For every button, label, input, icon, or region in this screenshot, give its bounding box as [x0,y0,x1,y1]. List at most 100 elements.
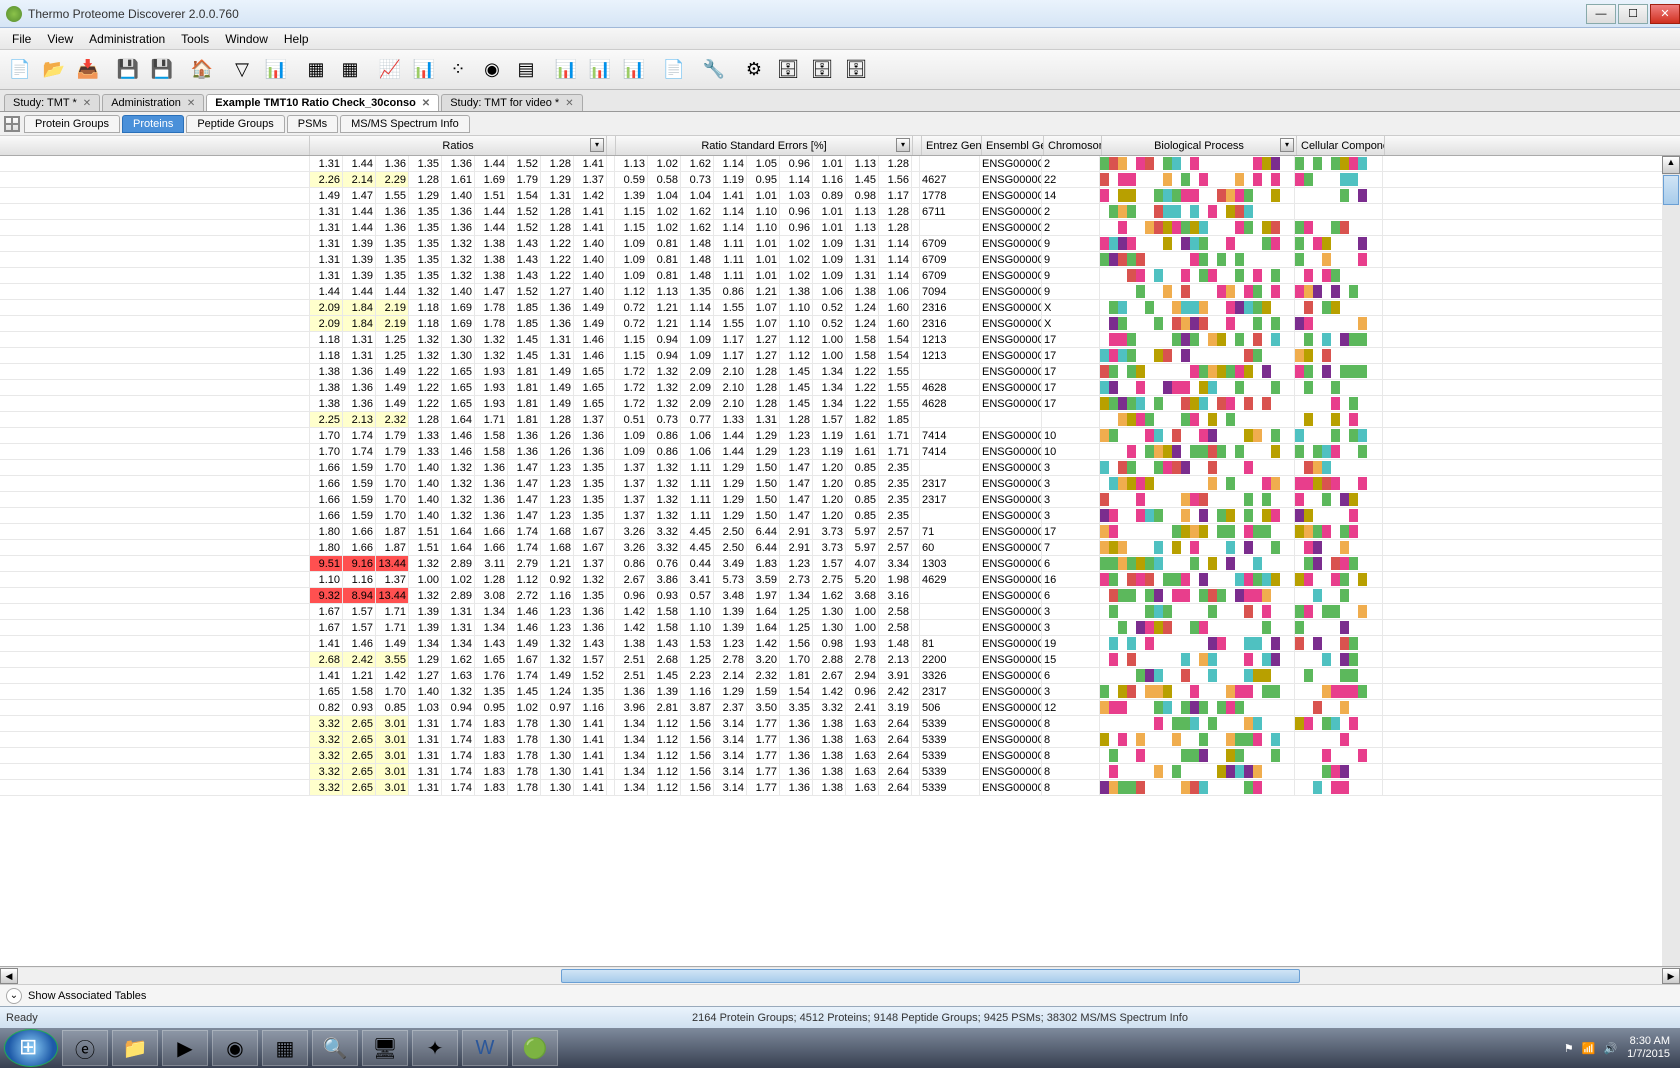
column-dropdown-icon[interactable]: ▾ [896,138,910,152]
table-row[interactable]: 0.820.930.851.030.940.951.020.971.163.96… [0,700,1680,716]
taskbar-app1-icon[interactable]: ▦ [262,1030,308,1066]
table-row[interactable]: 1.701.741.791.331.461.581.361.261.361.09… [0,444,1680,460]
taskbar-ie-icon[interactable]: ⓔ [62,1030,108,1066]
grid1-icon[interactable]: ▦ [300,54,332,86]
table-row[interactable]: 2.252.132.321.281.641.711.811.281.370.51… [0,412,1680,428]
vertical-scrollbar[interactable]: ▲ [1662,156,1680,966]
gap[interactable] [607,136,616,155]
table-row[interactable]: 1.101.161.371.001.021.281.120.921.322.67… [0,572,1680,588]
cellular-component-header[interactable]: Cellular Componen [1297,136,1385,155]
start-button[interactable] [4,1029,58,1067]
menu-tools[interactable]: Tools [173,30,217,48]
table-row[interactable]: 1.661.591.701.401.321.361.471.231.351.37… [0,476,1680,492]
chromosome-header[interactable]: Chromosome [1044,136,1102,155]
tab-close-icon[interactable]: ✕ [83,98,91,109]
table-row[interactable]: 1.381.361.491.221.651.931.811.491.651.72… [0,396,1680,412]
result-tab[interactable]: Protein Groups [24,115,120,133]
table-row[interactable]: 1.671.571.711.391.311.341.461.231.361.42… [0,620,1680,636]
scroll-right-icon[interactable]: ▶ [1662,968,1680,984]
horizontal-scrollbar[interactable]: ◀ ▶ [0,966,1680,984]
doc-tab[interactable]: Study: TMT *✕ [4,94,100,111]
maximize-button[interactable]: ☐ [1618,4,1648,24]
table-row[interactable]: 1.491.471.551.291.401.511.541.311.421.39… [0,188,1680,204]
tray-flag-icon[interactable]: ⚑ [1564,1042,1574,1055]
table-row[interactable]: 1.381.361.491.221.651.931.811.491.651.72… [0,364,1680,380]
table-row[interactable]: 1.661.591.701.401.321.361.471.231.351.37… [0,508,1680,524]
menu-administration[interactable]: Administration [81,30,173,48]
result-tab[interactable]: Proteins [122,115,184,133]
ratios-header[interactable]: Ratios▾ [310,136,607,155]
home-icon[interactable]: 🏠 [186,54,218,86]
table-row[interactable]: 1.311.391.351.351.321.381.431.221.401.09… [0,268,1680,284]
doc-tab[interactable]: Example TMT10 Ratio Check_30conso✕ [206,94,439,111]
table-row[interactable]: 1.311.441.361.351.361.441.521.281.411.13… [0,156,1680,172]
row-selector-header[interactable] [0,136,310,155]
taskbar-chrome-icon[interactable]: ◉ [212,1030,258,1066]
table-row[interactable]: 3.322.653.011.311.741.831.781.301.411.34… [0,748,1680,764]
scroll-left-icon[interactable]: ◀ [0,968,18,984]
table-row[interactable]: 1.671.571.711.391.311.341.461.231.361.42… [0,604,1680,620]
save-all-icon[interactable]: 💾 [146,54,178,86]
db3-icon[interactable]: 🗄 [840,54,872,86]
tray-volume-icon[interactable]: 🔊 [1603,1042,1617,1055]
table-row[interactable]: 2.262.142.291.281.611.691.791.291.370.59… [0,172,1680,188]
db1-icon[interactable]: 🗄 [772,54,804,86]
heatmap-icon[interactable]: ▤ [510,54,542,86]
system-tray[interactable]: ⚑ 📶 🔊 8:30 AM 1/7/2015 [1560,1035,1676,1061]
biological-process-header[interactable]: Biological Process▾ [1102,136,1297,155]
menu-help[interactable]: Help [276,30,317,48]
taskbar-word-icon[interactable]: W [462,1030,508,1066]
table-row[interactable]: 1.311.441.361.351.361.441.521.281.411.15… [0,220,1680,236]
table-row[interactable]: 1.181.311.251.321.301.321.451.311.461.15… [0,348,1680,364]
result-tab[interactable]: MS/MS Spectrum Info [340,115,470,133]
taskbar-explorer-icon[interactable]: 📁 [112,1030,158,1066]
table-row[interactable]: 3.322.653.011.311.741.831.781.301.411.34… [0,732,1680,748]
taskbar-app2-icon[interactable]: 🖥 [362,1030,408,1066]
grid2-icon[interactable]: ▦ [334,54,366,86]
table-row[interactable]: 1.311.391.351.351.321.381.431.221.401.09… [0,236,1680,252]
gear1-icon[interactable]: ⚙ [738,54,770,86]
tray-clock[interactable]: 8:30 AM 1/7/2015 [1627,1035,1670,1061]
tab-close-icon[interactable]: ✕ [565,98,573,109]
table-row[interactable]: 1.411.461.491.341.341.431.491.321.431.38… [0,636,1680,652]
tray-network-icon[interactable]: 📶 [1582,1042,1596,1055]
bar-icon[interactable]: 📊 [408,54,440,86]
open-icon[interactable]: 📂 [38,54,70,86]
menu-view[interactable]: View [39,30,81,48]
taskbar-app3-icon[interactable]: ✦ [412,1030,458,1066]
associated-tables-panel[interactable]: ⌄ Show Associated Tables [0,984,1680,1006]
tab-close-icon[interactable]: ✕ [422,98,430,109]
result-tab[interactable]: PSMs [287,115,338,133]
scatter-icon[interactable]: ⁘ [442,54,474,86]
column-dropdown-icon[interactable]: ▾ [1280,138,1294,152]
table-row[interactable]: 1.661.591.701.401.321.361.471.231.351.37… [0,492,1680,508]
table-row[interactable]: 9.328.9413.441.322.893.082.721.161.350.9… [0,588,1680,604]
minimize-button[interactable]: — [1586,4,1616,24]
menu-file[interactable]: File [4,30,39,48]
doc-tab[interactable]: Administration✕ [102,94,204,111]
table-row[interactable]: 1.701.741.791.331.461.581.361.261.361.09… [0,428,1680,444]
chart2-icon[interactable]: 📊 [550,54,582,86]
taskbar-app4-icon[interactable]: 🟢 [512,1030,558,1066]
table-row[interactable]: 1.411.211.421.271.631.761.741.491.522.51… [0,668,1680,684]
menu-window[interactable]: Window [217,30,276,48]
close-button[interactable]: ✕ [1650,4,1680,24]
table-row[interactable]: 1.311.441.361.351.361.441.521.281.411.15… [0,204,1680,220]
filter-icon[interactable]: ▽ [226,54,258,86]
ensembl-header[interactable]: Ensembl Gen [982,136,1044,155]
workflow-icon[interactable]: 🔧 [698,54,730,86]
chart3-icon[interactable]: 📊 [584,54,616,86]
new-icon[interactable]: 📄 [4,54,36,86]
entrez-header[interactable]: Entrez Gene I [922,136,982,155]
table-row[interactable]: 1.181.311.251.321.301.321.451.311.461.15… [0,332,1680,348]
column-dropdown-icon[interactable]: ▾ [590,138,604,152]
table-row[interactable]: 1.651.581.701.401.321.351.451.241.351.36… [0,684,1680,700]
chevron-down-icon[interactable]: ⌄ [6,988,22,1004]
errors-header[interactable]: Ratio Standard Errors [%]▾ [616,136,913,155]
table-row[interactable]: 1.441.441.441.321.401.471.521.271.401.12… [0,284,1680,300]
table-row[interactable]: 1.801.661.871.511.641.661.741.681.673.26… [0,524,1680,540]
gap[interactable] [913,136,922,155]
taskbar-media-icon[interactable]: ▶ [162,1030,208,1066]
taskbar-magnify-icon[interactable]: 🔍 [312,1030,358,1066]
table-row[interactable]: 3.322.653.011.311.741.831.781.301.411.34… [0,716,1680,732]
